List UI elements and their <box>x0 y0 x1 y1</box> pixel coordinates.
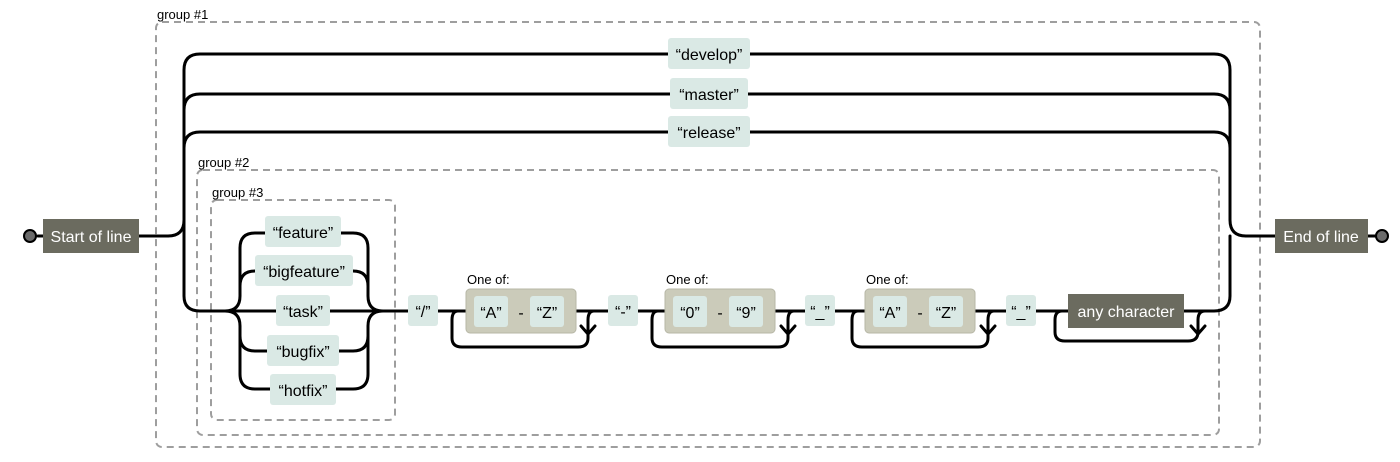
bigfeature-label: “bigfeature” <box>263 264 345 281</box>
one-of-label-3: One of: <box>866 272 909 287</box>
end-of-line-label: End of line <box>1283 229 1359 246</box>
range-1-sep: - <box>518 305 523 322</box>
range-2-sep: - <box>717 305 722 322</box>
any-character-label: any character <box>1078 304 1176 321</box>
group-1-label: group #1 <box>157 7 208 22</box>
bugfix-label: “bugfix” <box>276 344 329 361</box>
one-of-label-2: One of: <box>666 272 709 287</box>
slash-label: “/” <box>415 304 430 321</box>
range-2-from-label: “0” <box>680 305 700 322</box>
start-dot <box>23 229 37 243</box>
master-node <box>670 78 748 109</box>
underscore-2-label: “_” <box>1011 304 1031 321</box>
range-1-from-label: “A” <box>480 305 501 322</box>
range-3-to-node <box>929 296 963 327</box>
group-3-frame <box>210 199 396 421</box>
range-2-to-label: “9” <box>736 305 756 322</box>
underscore-1-label: “_” <box>810 304 830 321</box>
range-3-from-node <box>873 296 907 327</box>
develop-label: “develop” <box>676 47 743 64</box>
group-2-frame <box>196 169 1220 436</box>
one-of-label-1: One of: <box>467 272 510 287</box>
end-of-line-node <box>1275 219 1368 253</box>
release-label: “release” <box>677 125 740 142</box>
dash-label: “-” <box>615 304 631 321</box>
start-of-line-node <box>43 219 139 253</box>
bigfeature-node <box>255 255 353 286</box>
range-3-from-label: “A” <box>879 305 900 322</box>
release-node <box>668 116 750 147</box>
start-of-line-label: Start of line <box>51 229 132 246</box>
group-1-frame <box>155 21 1261 448</box>
hotfix-label: “hotfix” <box>279 383 328 400</box>
end-dot <box>1375 229 1389 243</box>
slash-node <box>408 295 438 326</box>
group-2-label: group #2 <box>198 155 249 170</box>
underscore-1-node <box>805 295 835 326</box>
group-3-label: group #3 <box>212 185 263 200</box>
range-3-to-label: “Z” <box>936 305 956 322</box>
master-label: “master” <box>679 87 739 104</box>
hotfix-node <box>270 374 336 405</box>
task-label: “task” <box>283 304 323 321</box>
any-character-node <box>1068 294 1184 328</box>
feature-node <box>265 216 341 247</box>
dash-node <box>608 295 638 326</box>
develop-node <box>668 38 750 69</box>
range-1-to-label: “Z” <box>537 305 557 322</box>
range-2-to-node <box>729 296 763 327</box>
range-1-to-node <box>530 296 564 327</box>
feature-label: “feature” <box>273 225 333 242</box>
task-node <box>276 295 330 326</box>
range-1-from-node <box>474 296 508 327</box>
bugfix-node <box>267 335 339 366</box>
range-2-from-node <box>673 296 707 327</box>
underscore-2-node <box>1006 295 1036 326</box>
range-3-sep: - <box>917 305 922 322</box>
